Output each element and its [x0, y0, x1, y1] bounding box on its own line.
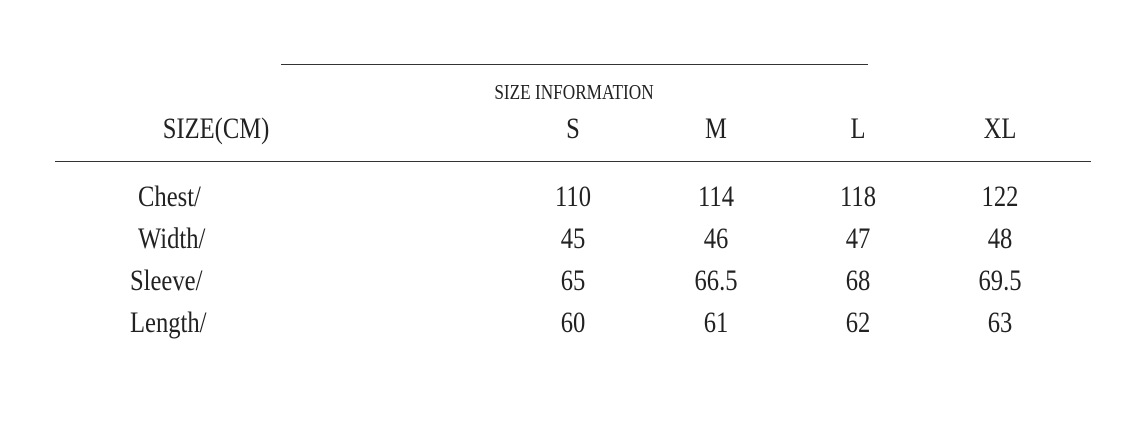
table-cell: 60	[560, 306, 586, 339]
chart-title: SIZE INFORMATION	[494, 80, 654, 104]
row-label: Length/	[130, 306, 207, 339]
table-cell: 65	[560, 264, 586, 297]
table-cell: 68	[845, 264, 871, 297]
table-cell: 46	[703, 222, 729, 255]
header-size-xl: XL	[983, 112, 1017, 145]
row-label: Sleeve/	[130, 264, 203, 297]
top-divider	[281, 64, 868, 65]
table-cell: 45	[560, 222, 586, 255]
table-cell: 66.5	[694, 264, 738, 297]
row-label: Chest/	[138, 180, 201, 213]
table-cell: 122	[981, 180, 1019, 213]
header-size-m: M	[705, 112, 727, 145]
table-cell: 62	[845, 306, 871, 339]
header-divider	[55, 161, 1091, 162]
table-cell: 118	[840, 180, 876, 213]
row-label: Width/	[138, 222, 206, 255]
table-cell: 61	[703, 306, 729, 339]
table-cell: 48	[987, 222, 1013, 255]
table-cell: 47	[845, 222, 871, 255]
table-cell: 69.5	[978, 264, 1022, 297]
header-size-s: S	[566, 112, 580, 145]
table-cell: 110	[555, 180, 591, 213]
header-size-cm: SIZE(CM)	[162, 112, 270, 145]
header-size-l: L	[850, 112, 866, 145]
table-cell: 63	[987, 306, 1013, 339]
table-cell: 114	[698, 180, 734, 213]
